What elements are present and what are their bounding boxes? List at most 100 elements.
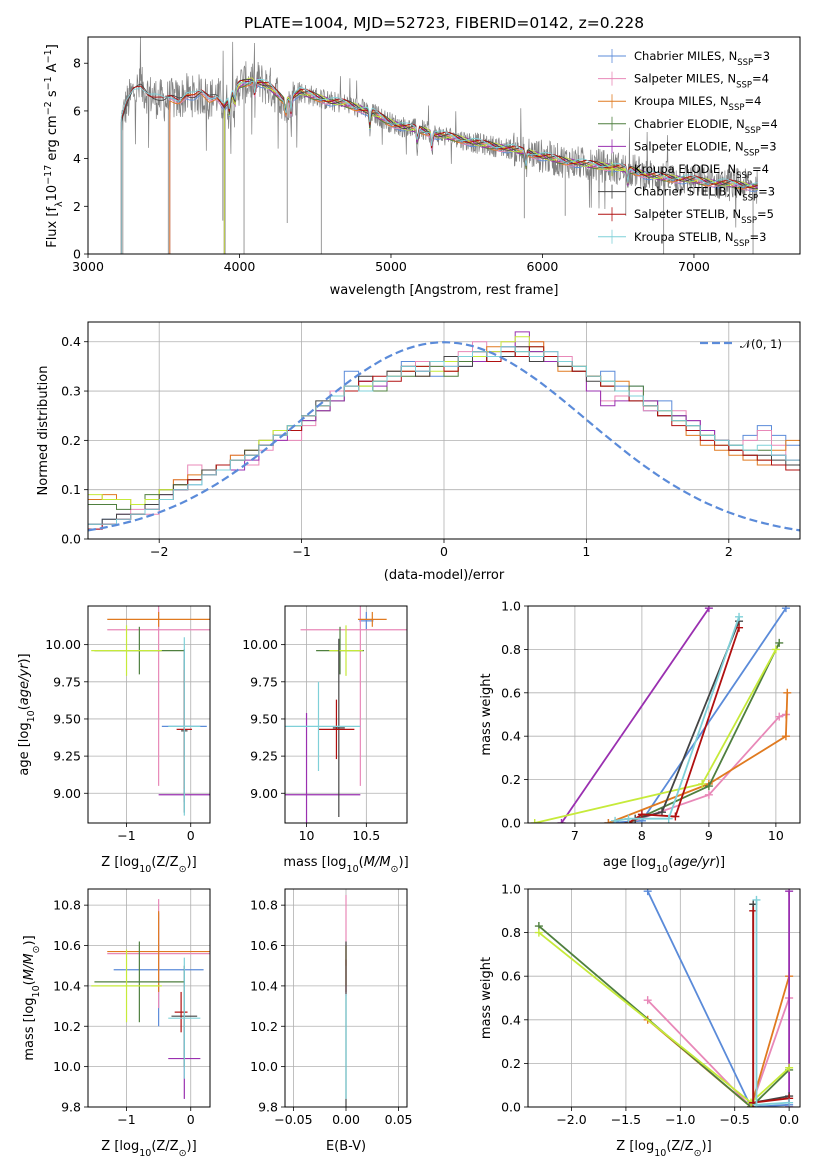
legend-label-sub: SSP	[745, 126, 761, 136]
x-tick-label: 0	[187, 1112, 195, 1127]
y-tick-label: 9.8	[61, 1100, 81, 1115]
weight-marker	[735, 612, 744, 621]
x-axis-label: E(B-V)	[326, 1139, 366, 1154]
legend-label-sub: SSP	[742, 194, 758, 204]
y-tick-label: 0	[73, 247, 81, 262]
label-part: λ	[54, 201, 65, 207]
y-tick-label: 6	[73, 103, 81, 118]
y-tick-label: 9.75	[250, 674, 278, 689]
legend-label: Kroupa ELODIE, NSSP=4	[634, 162, 769, 181]
weight-marker	[752, 1100, 761, 1107]
y-tick-label: 0.6	[501, 685, 521, 700]
legend-label-sub: SSP	[736, 81, 752, 91]
label-part: mass [log	[22, 997, 37, 1060]
legend-label-base: Chabrier STELIB, N	[634, 185, 742, 199]
label-part: (Z/Z	[151, 1139, 178, 1154]
label-part: (	[359, 855, 364, 870]
x-tick-label: 9	[705, 828, 713, 843]
x-tick-label: 6000	[527, 259, 559, 274]
y-tick-label: 10.4	[53, 978, 81, 993]
y-tick-label: 10.00	[45, 637, 81, 652]
axes-spectrum: 3000 4000 5000 6000 7000 0 2 4 6 8	[72, 36, 801, 274]
label-part: age [log	[603, 855, 656, 870]
y-tick-label: 1.0	[501, 599, 521, 614]
legend-label-base: Chabrier MILES, N	[634, 49, 737, 63]
y-tick-label: 10.4	[250, 978, 278, 993]
y-tick-label: 10.0	[53, 1059, 81, 1074]
legend-label-base: Kroupa ELODIE, N	[634, 162, 736, 176]
y-tick-label: 8	[73, 56, 81, 71]
x-tick-label: 10	[299, 828, 315, 843]
y-tick-label: 9.50	[250, 711, 278, 726]
axes-age-vs-mass: 10 10.5 9.00 9.25 9.50 9.75 10.00	[242, 605, 408, 843]
plot-area-weight-vs-age	[530, 606, 792, 823]
y-tick-label: 10.6	[53, 938, 81, 953]
label-part: −1	[43, 76, 54, 90]
y-tick-label: 0.0	[61, 532, 81, 547]
x-axis-label: age [log10(age/yr)]	[603, 855, 725, 875]
weight-line	[634, 620, 740, 820]
label-part: 10	[347, 864, 359, 875]
weight-marker	[530, 819, 539, 823]
y-axis-label: mass weight	[479, 673, 494, 755]
model-spectrum	[120, 79, 758, 254]
plot-area-age-vs-Z	[91, 606, 210, 816]
weight-marker	[735, 623, 744, 632]
x-tick-label: 0	[187, 828, 195, 843]
axes-frame	[87, 36, 801, 255]
weight-marker	[752, 895, 761, 904]
label-part: Z [log	[101, 1139, 139, 1154]
y-tick-label: 10.8	[53, 898, 81, 913]
weight-line	[608, 692, 789, 823]
label-part: )]	[702, 1139, 712, 1154]
weight-line	[614, 616, 740, 822]
y-tick-label: 0.1	[61, 482, 81, 497]
x-tick-label: 0.05	[385, 1112, 413, 1127]
legend-label: Chabrier STELIB, NSSP=3	[634, 185, 775, 204]
weight-marker	[785, 889, 794, 896]
y-tick-label: 0.4	[61, 334, 81, 349]
legend-label: Chabrier MILES, NSSP=3	[634, 49, 770, 68]
label-part: ⊙	[31, 946, 42, 954]
x-axis-label: Z [log10(Z/Z⊙)]	[101, 1139, 196, 1159]
label-part: ⊙	[179, 1148, 187, 1159]
weight-marker	[771, 645, 780, 654]
label-part: age/yr	[673, 855, 716, 870]
axes-residuals: −2 −1 0 1 2 0.0 0.1 0.2 0.3 0.4	[61, 321, 801, 559]
label-part: 10	[31, 985, 42, 997]
label-part: 10	[45, 185, 60, 202]
label-part: 10	[139, 864, 151, 875]
x-axis-label: wavelength [Angstrom, rest frame]	[330, 283, 559, 298]
weight-line	[628, 627, 740, 823]
weight-marker	[785, 1063, 794, 1072]
y-tick-label: 9.50	[53, 711, 81, 726]
x-tick-label: 7000	[678, 259, 710, 274]
legend-label-sub: SSP	[734, 239, 750, 249]
x-tick-label: −1	[292, 544, 310, 559]
label-part: )]	[17, 653, 32, 663]
axes-weight-vs-Z: −2.0 −1.5 −1.0 −0.5 0.0 0.0 0.2 0.4 0.6 0.8 1.0	[501, 882, 801, 1127]
legend-label-tail: =4	[752, 162, 769, 176]
weight-marker	[783, 688, 792, 697]
x-tick-label: −1.5	[611, 1112, 641, 1127]
axes-frame	[527, 605, 801, 824]
weight-marker	[704, 606, 713, 613]
legend-label: Kroupa MILES, NSSP=4	[634, 94, 761, 113]
legend-label: Chabrier ELODIE, NSSP=4	[634, 117, 778, 136]
y-tick-label: 4	[73, 151, 81, 166]
weight-marker	[704, 790, 713, 799]
y-tick-label: 0.3	[61, 384, 81, 399]
legend-label-base: Kroupa STELIB, N	[634, 230, 734, 244]
axes-frame	[527, 888, 801, 1108]
x-tick-label: 1	[582, 544, 590, 559]
weight-marker	[781, 732, 790, 741]
axes-age-vs-Z: −1 0 9.00 9.25 9.50 9.75 10.00	[45, 605, 211, 843]
x-tick-label: −0.5	[720, 1112, 750, 1127]
y-tick-label: 10.2	[250, 1019, 278, 1034]
legend-label-sub: SSP	[729, 103, 745, 113]
label-part: (Z/Z	[151, 855, 178, 870]
plot-area-spectrum	[120, 37, 758, 254]
y-tick-label: 9.00	[250, 786, 278, 801]
